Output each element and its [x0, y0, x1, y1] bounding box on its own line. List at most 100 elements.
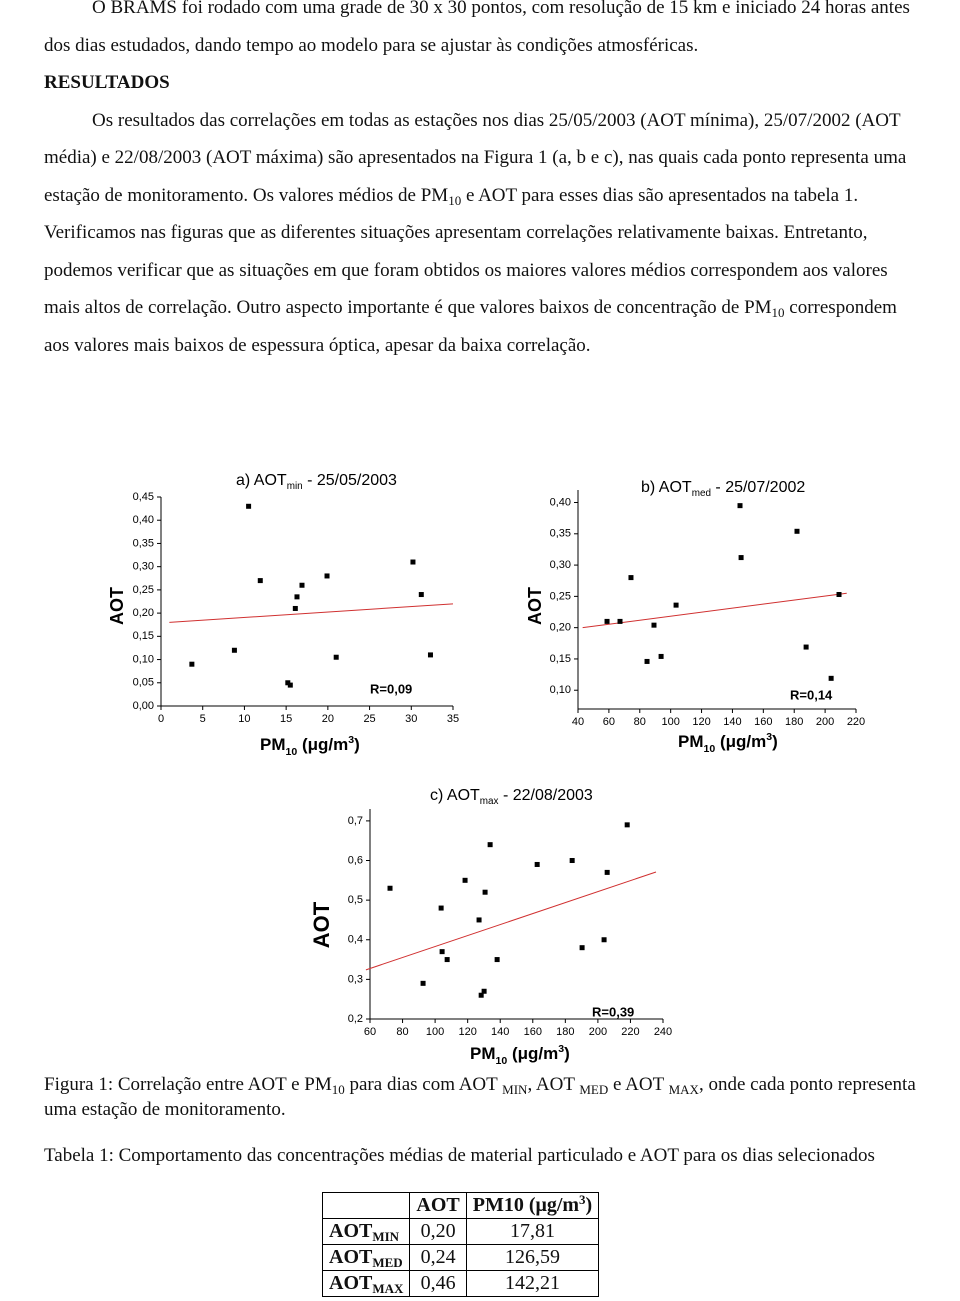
x-tick-label: 40 [572, 716, 584, 728]
point [438, 905, 444, 911]
text-run: , onde cada ponto representa uma estação… [44, 1074, 916, 1120]
table-cell: 0,20 [409, 1218, 467, 1245]
point [658, 653, 664, 659]
x-tick-label: 140 [491, 1026, 509, 1038]
annotation: R=0,09 [370, 681, 412, 696]
text-run: a) AOT [236, 472, 287, 489]
row-label: AOTMED [321, 1244, 411, 1271]
x-tick-label: 35 [447, 713, 459, 725]
point [794, 528, 800, 534]
script-text: 3 [766, 731, 772, 743]
x-tick-label: 180 [785, 716, 803, 728]
point [285, 680, 291, 686]
point [418, 592, 424, 598]
text-run: - 25/05/2003 [303, 472, 397, 489]
point [624, 822, 630, 828]
x-tick-label: 180 [556, 1026, 574, 1038]
table-row: AOTMAX 0,46 142,21 [321, 1270, 600, 1297]
table-cell: 0,24 [409, 1244, 467, 1271]
text-run: (μg/m [297, 735, 348, 754]
text-run: O BRAMS foi rodado com uma grade de 30 x… [44, 0, 910, 56]
text-run: , AOT [527, 1074, 580, 1095]
x-tick-label: 80 [396, 1026, 408, 1038]
table-cell: 0,46 [409, 1270, 467, 1297]
table-corner [321, 1192, 411, 1219]
point [420, 980, 426, 986]
point [257, 578, 263, 584]
point [673, 602, 679, 608]
script-text: 10 [286, 746, 298, 758]
text-run: c) AOT [430, 787, 480, 804]
y-axis-label: AOT [525, 587, 545, 625]
point [189, 661, 195, 667]
y-tick-label: 0,10 [133, 653, 154, 665]
y-axis-label: AOT [309, 901, 334, 948]
y-tick-label: 0,40 [133, 514, 154, 526]
x-tick-label: 200 [816, 716, 834, 728]
point [292, 605, 298, 611]
point [628, 575, 634, 581]
heading: RESULTADOS [44, 72, 170, 93]
point [387, 885, 393, 891]
paragraph: Os resultados das correlações em todas a… [44, 102, 916, 365]
point [836, 591, 842, 597]
y-tick-label: 0,00 [133, 700, 154, 712]
point [738, 555, 744, 561]
point [828, 675, 834, 681]
table-row: AOTMED 0,24 126,59 [321, 1244, 600, 1271]
point [601, 937, 607, 943]
point [333, 654, 339, 660]
table-cell: 17,81 [465, 1218, 600, 1245]
y-tick-label: 0,3 [348, 973, 363, 985]
x-tick-label: 60 [603, 716, 615, 728]
y-tick-label: 0,20 [550, 622, 571, 634]
y-tick-label: 0,6 [348, 854, 363, 866]
x-tick-label: 220 [621, 1026, 639, 1038]
y-tick-label: 0,25 [550, 590, 571, 602]
y-tick-label: 0,45 [133, 491, 154, 503]
script-text: med [692, 488, 711, 499]
point [462, 877, 468, 883]
x-tick-label: 220 [847, 716, 865, 728]
label: PM10 (μg/m3) [678, 731, 778, 755]
text-run: ) [585, 1194, 593, 1216]
point [579, 945, 585, 951]
trend-line [365, 871, 657, 971]
text-run: PM [260, 735, 286, 754]
point [644, 658, 650, 664]
x-tick-label: 20 [322, 713, 334, 725]
point [427, 652, 433, 658]
text-run: AOT [329, 1220, 373, 1242]
text-run: - 22/08/2003 [499, 787, 593, 804]
subscript: 10 [331, 1082, 345, 1097]
point [617, 618, 623, 624]
subscript: 10 [771, 305, 785, 320]
text-run: correspondem aos valores mais baixos de … [44, 297, 897, 356]
point [410, 559, 416, 565]
table-header-row: AOT PM10 (μg/m3) [321, 1192, 600, 1219]
point [478, 992, 484, 998]
point [651, 622, 657, 628]
annotation: R=0,39 [592, 1004, 634, 1019]
x-tick-label: 160 [754, 716, 772, 728]
subscript: 10 [448, 192, 462, 208]
script-text: 10 [704, 743, 716, 755]
x-tick-label: 100 [661, 716, 679, 728]
text-run: ) [564, 1044, 570, 1063]
x-tick-label: 80 [634, 716, 646, 728]
x-tick-label: 200 [589, 1026, 607, 1038]
point [444, 957, 450, 963]
trend-line [582, 592, 847, 629]
table-cell: 126,59 [465, 1244, 600, 1271]
point [246, 503, 252, 509]
point [494, 957, 500, 963]
x-tick-label: 100 [426, 1026, 444, 1038]
y-tick-label: 0,10 [550, 684, 571, 696]
point [287, 682, 293, 688]
table-caption: Tabela 1: Comportamento das concentraçõe… [44, 1145, 875, 1166]
x-tick-label: 140 [723, 716, 741, 728]
point [439, 949, 445, 955]
x-tick-label: 240 [654, 1026, 672, 1038]
y-tick-label: 0,30 [550, 559, 571, 571]
point [803, 644, 809, 650]
